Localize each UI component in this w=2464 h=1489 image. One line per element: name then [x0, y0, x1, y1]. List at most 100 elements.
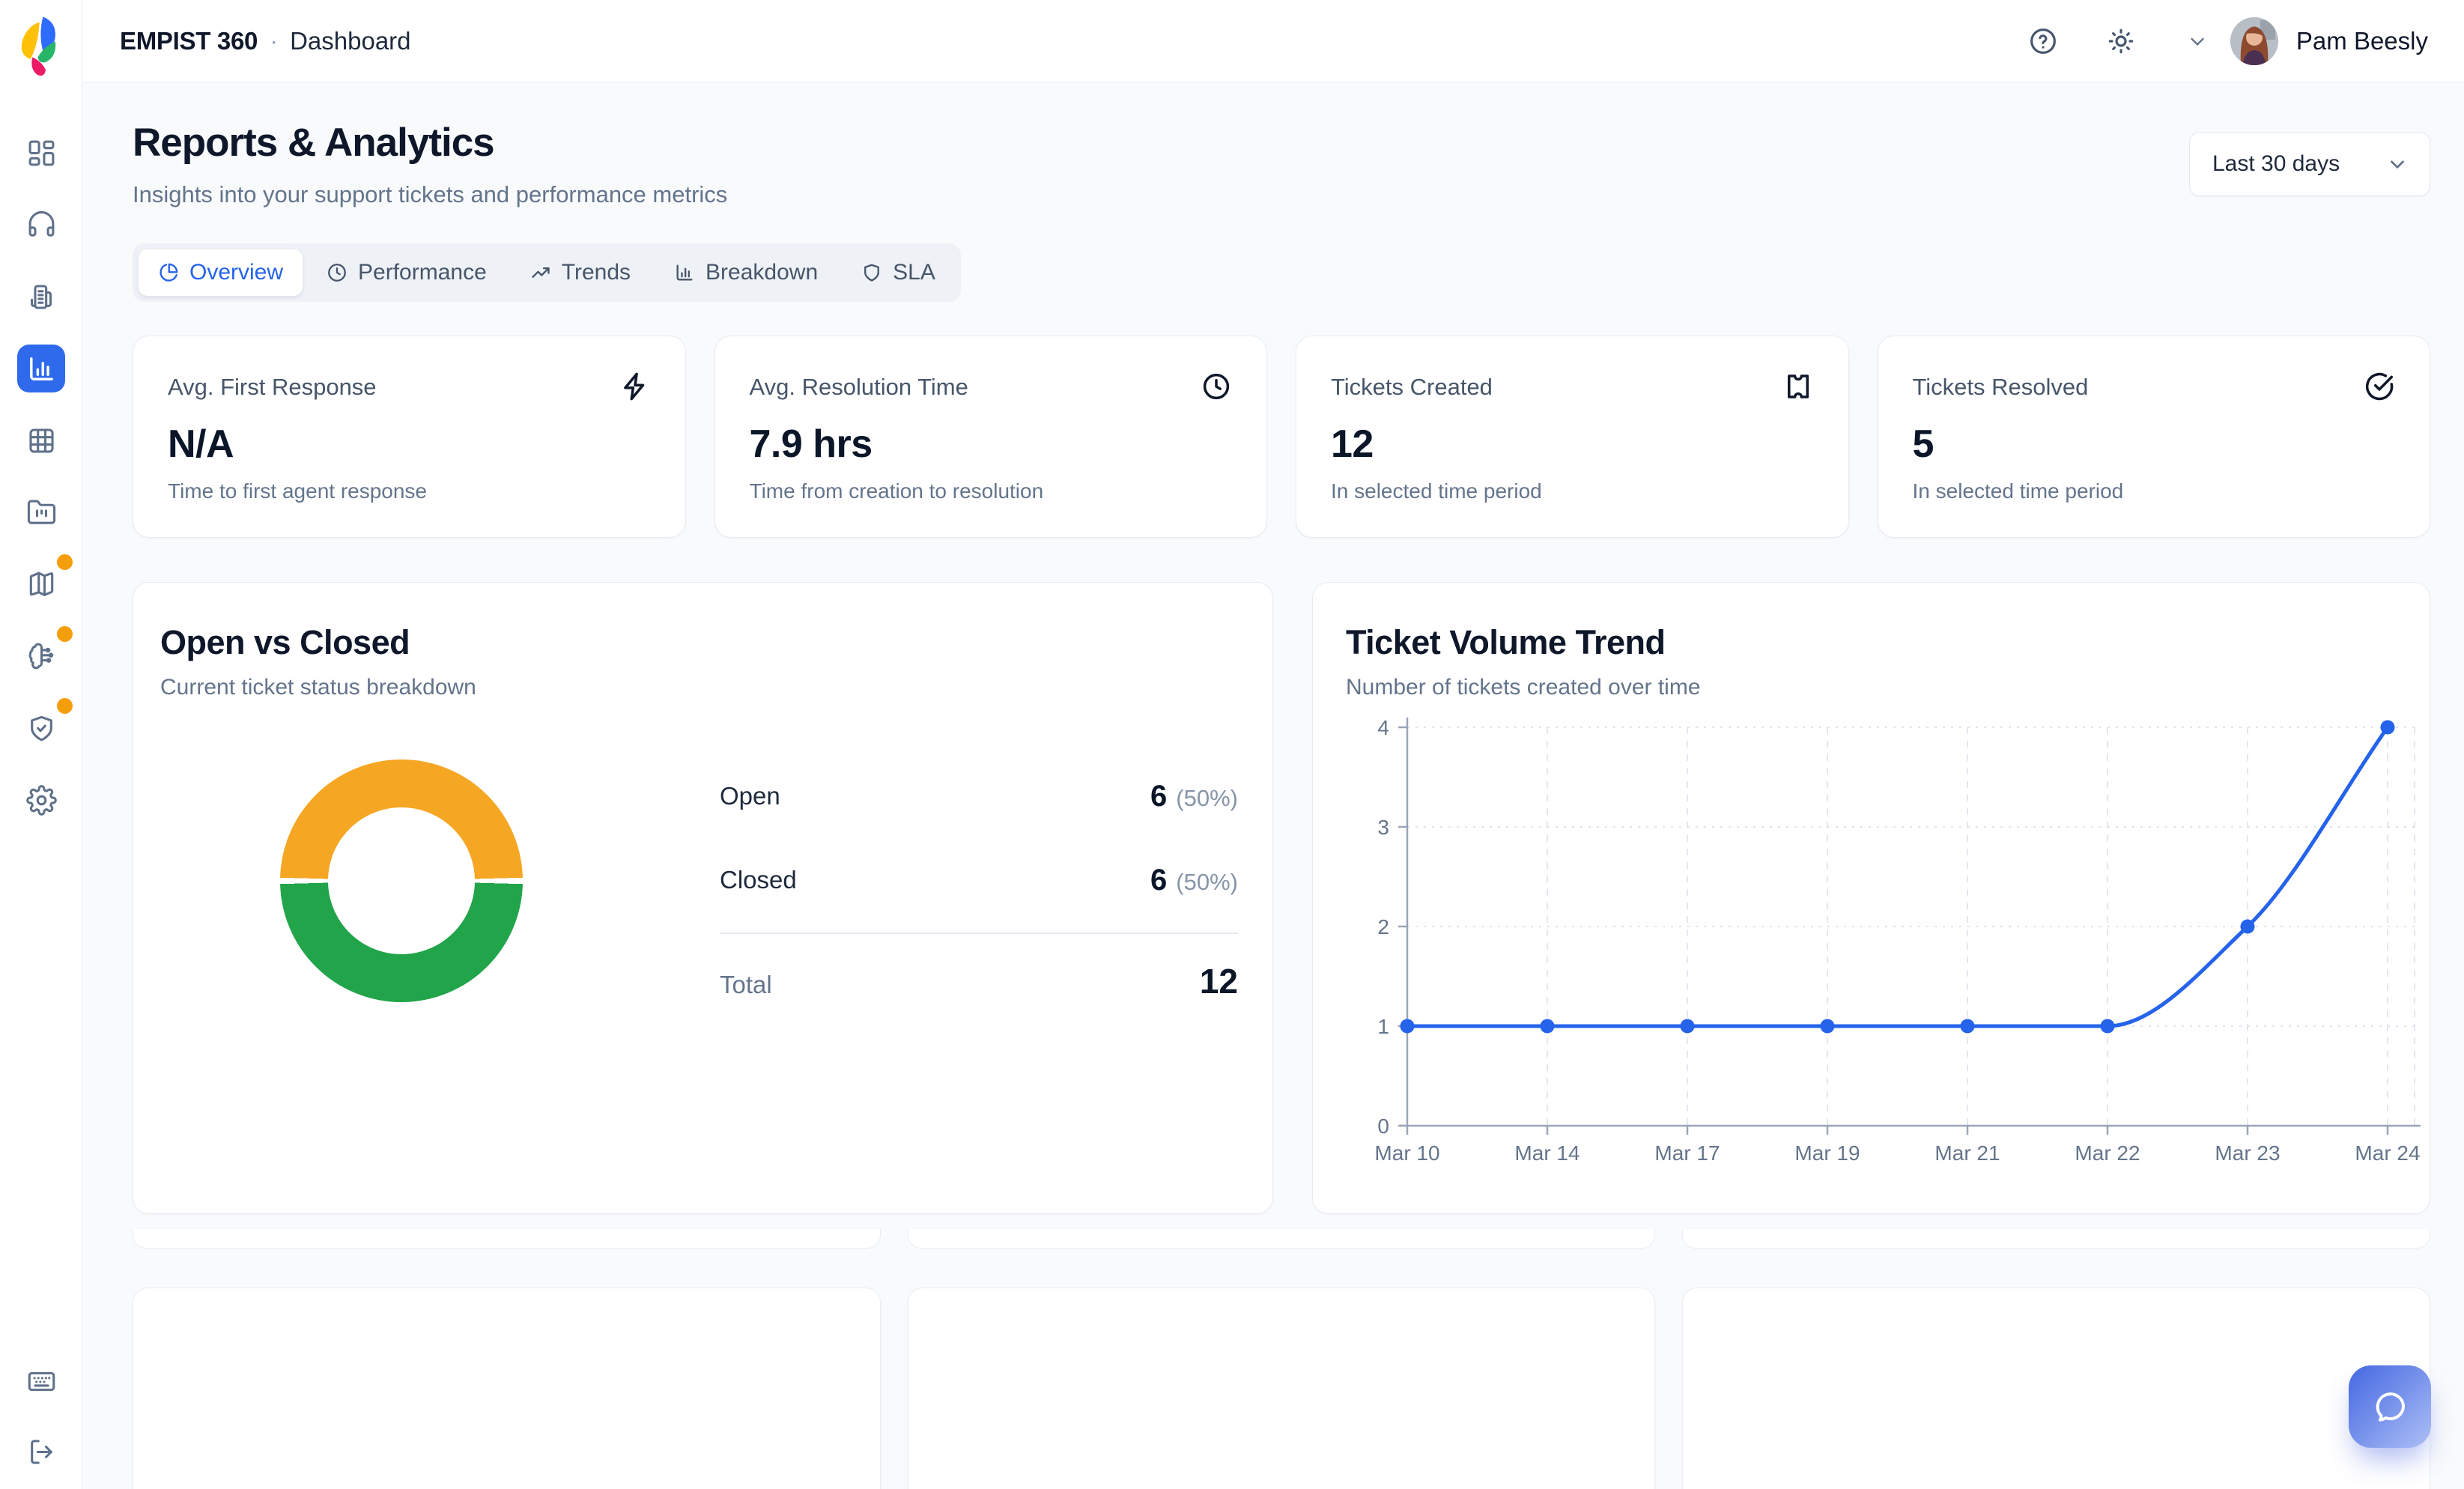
stat-label: Tickets Created	[1331, 374, 1493, 400]
legend-label: Open	[720, 782, 780, 810]
shield-icon	[864, 264, 880, 282]
svg-text:Mar 21: Mar 21	[1935, 1141, 2000, 1165]
sidebar-item-logout[interactable]	[17, 1428, 65, 1476]
shield-check-icon	[30, 715, 52, 741]
svg-text:0: 0	[1377, 1115, 1389, 1138]
tab-trends[interactable]: Trends	[511, 249, 650, 296]
logo-leaf-yellow	[21, 22, 40, 59]
stat-card-tickets-resolved: Tickets Resolved 5 In selected time peri…	[1877, 336, 2430, 538]
sidebar-item-shortcuts[interactable]	[17, 1357, 65, 1405]
tab-label: Overview	[189, 260, 284, 285]
stat-value: 12	[1331, 422, 1374, 466]
bar-chart-icon	[29, 357, 53, 380]
page-header: Reports & Analytics Insights into your s…	[133, 120, 2430, 208]
svg-text:Mar 23: Mar 23	[2215, 1141, 2280, 1165]
sidebar-item-settings[interactable]	[17, 776, 65, 824]
sidebar-item-dashboard[interactable]	[17, 129, 65, 177]
sidebar-item-ai[interactable]	[17, 626, 73, 680]
keyboard-icon	[28, 1371, 55, 1391]
chevron-down-icon	[2391, 160, 2404, 169]
legend-total-row: Total 12	[720, 934, 1238, 1001]
logout-icon	[30, 1439, 52, 1464]
legend-percent: (50%)	[1176, 784, 1238, 811]
legend-row-open: Open 6 (50%)	[720, 765, 1238, 828]
notification-dot	[57, 626, 73, 642]
tab-sla[interactable]: SLA	[842, 249, 955, 296]
logo-leaf-green	[37, 41, 56, 63]
tab-label: SLA	[893, 260, 935, 285]
breadcrumb-separator: ·	[270, 27, 279, 55]
stat-card-resolution-time: Avg. Resolution Time 7.9 hrs Time from c…	[714, 336, 1267, 538]
theme-toggle-button[interactable]	[2105, 25, 2137, 58]
svg-text:3: 3	[1377, 816, 1389, 839]
svg-text:Mar 14: Mar 14	[1514, 1141, 1580, 1165]
partial-card	[133, 1288, 881, 1489]
stat-value: 7.9 hrs	[749, 422, 873, 466]
breadcrumb: EMPIST 360 · Dashboard	[120, 27, 411, 55]
chat-bubble-icon	[2376, 1392, 2405, 1422]
legend-row-closed: Closed 6 (50%)	[720, 849, 1238, 912]
sidebar-item-support[interactable]	[17, 201, 65, 249]
sidebar-nav	[0, 129, 82, 824]
page-subtitle: Insights into your support tickets and p…	[133, 181, 728, 207]
sidebar-item-security[interactable]	[17, 698, 73, 752]
theme-light-icon	[2108, 28, 2134, 54]
avatar-image	[2230, 17, 2278, 65]
stat-description: Time from creation to resolution	[749, 479, 1044, 503]
empist-logo[interactable]	[16, 15, 66, 76]
user-menu-button[interactable]	[2181, 25, 2214, 58]
brain-icon	[28, 643, 53, 669]
help-button[interactable]	[2027, 25, 2060, 58]
date-range-value: Last 30 days	[2212, 151, 2340, 176]
stat-value: N/A	[168, 422, 234, 466]
stat-cards: Avg. First Response N/A Time to first ag…	[133, 336, 2430, 538]
avatar[interactable]	[2230, 17, 2278, 65]
tab-label: Performance	[358, 260, 487, 285]
tab-performance[interactable]: Performance	[307, 249, 506, 296]
notification-dot	[57, 698, 73, 714]
tab-overview[interactable]: Overview	[139, 249, 303, 296]
sidebar-item-reports[interactable]	[17, 345, 65, 392]
clock-icon	[328, 264, 346, 282]
line-chart: 0 1 2 3 4 Mar 10 Mar 14 Mar 17 Mar 19 Mar 21 Mar 2…	[1374, 716, 2421, 1165]
svg-text:Mar 19: Mar 19	[1794, 1141, 1860, 1165]
page-title: Reports & Analytics	[133, 121, 495, 165]
app-title: EMPIST 360	[120, 27, 258, 55]
fax-icon	[30, 284, 52, 309]
svg-text:Mar 22: Mar 22	[2075, 1141, 2140, 1165]
sidebar-bottom	[0, 1357, 82, 1476]
donut-legend: Open 6 (50%) Closed 6 (50%) Total	[720, 765, 1238, 1001]
tab-breakdown[interactable]: Breakdown	[655, 249, 837, 296]
stat-label: Tickets Resolved	[1912, 374, 2089, 400]
stat-description: In selected time period	[1912, 479, 2124, 503]
notification-dot	[57, 554, 73, 570]
bar-chart-icon	[676, 264, 693, 281]
stat-description: In selected time period	[1331, 479, 1542, 503]
breadcrumb-section: Dashboard	[290, 27, 411, 55]
stat-card-first-response: Avg. First Response N/A Time to first ag…	[133, 336, 686, 538]
tab-label: Trends	[561, 260, 631, 285]
help-icon	[2030, 28, 2056, 54]
sidebar	[0, 0, 82, 1489]
svg-text:1: 1	[1377, 1015, 1389, 1038]
tab-label: Breakdown	[705, 260, 819, 285]
card-title: Ticket Volume Trend	[1346, 623, 1666, 661]
clock-icon	[1203, 373, 1230, 400]
donut-hole	[328, 807, 475, 954]
charts-row: Open vs Closed Current ticket status bre…	[133, 582, 2430, 1214]
stat-description: Time to first agent response	[168, 479, 428, 503]
stat-label: Avg. Resolution Time	[749, 374, 968, 400]
legend-value: 6	[1150, 779, 1168, 813]
sidebar-item-projects[interactable]	[17, 488, 65, 536]
sidebar-item-maps[interactable]	[17, 554, 73, 608]
trending-up-icon	[532, 267, 550, 278]
zap-icon	[623, 372, 644, 401]
chat-fab-button[interactable]	[2349, 1365, 2431, 1448]
sidebar-item-tables[interactable]	[17, 416, 65, 464]
main-content: Reports & Analytics Insights into your s…	[82, 83, 2464, 1489]
logo-leaf-blue	[40, 16, 55, 52]
sidebar-item-billing[interactable]	[17, 273, 65, 321]
date-range-select[interactable]: Last 30 days	[2189, 132, 2430, 196]
partial-card-row	[133, 1229, 2430, 1249]
user-name[interactable]: Pam Beesly	[2295, 27, 2428, 55]
